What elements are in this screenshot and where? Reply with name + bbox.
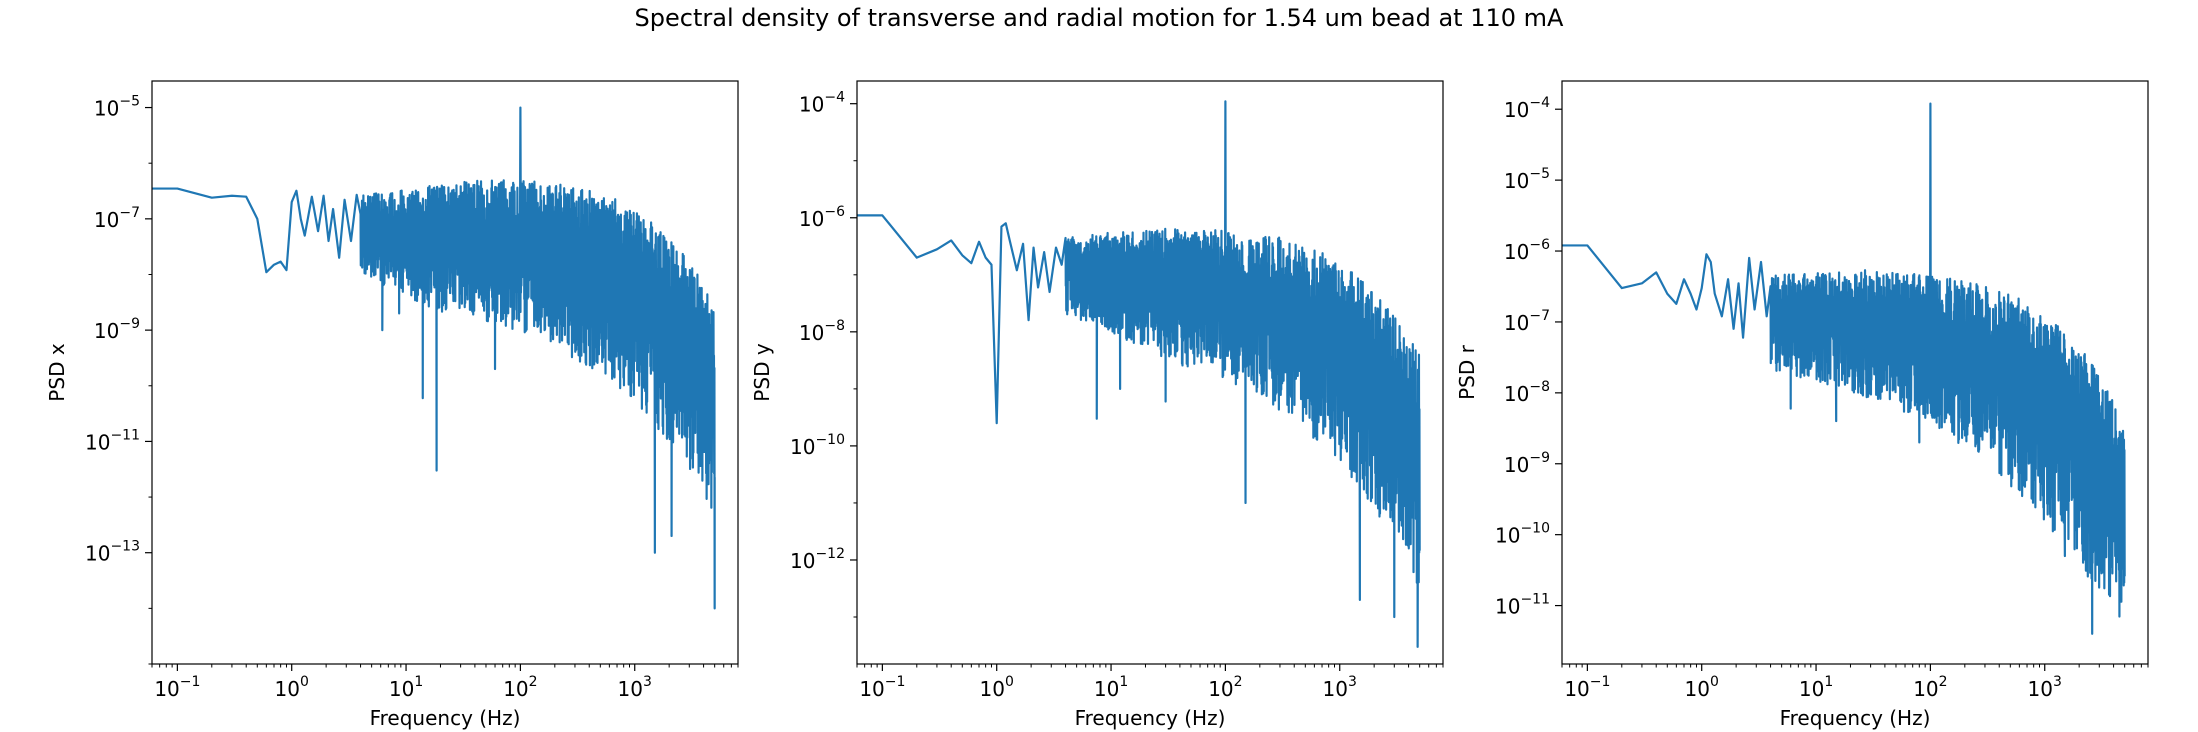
psd-line-y	[857, 100, 1421, 648]
x-tick-label: 101	[1799, 674, 1833, 701]
x-tick-label: 103	[618, 674, 652, 701]
y-tick-label: 10−6	[1504, 237, 1550, 264]
y-tick-label: 10−4	[1504, 95, 1550, 122]
y-tick-label: 10−7	[1504, 308, 1550, 335]
y-tick-label: 10−10	[790, 432, 845, 459]
x-axis-label: Frequency (Hz)	[1075, 706, 1226, 730]
subplot-psd-r: 10−1 100 101 102 103 10−4 10−5 10−6 10−7 10−8 10−9…	[1455, 80, 2149, 730]
psd-line-r	[1562, 102, 2126, 635]
y-tick-label: 10−5	[1504, 166, 1550, 193]
x-axis-label: Frequency (Hz)	[370, 706, 521, 730]
x-tick-label: 100	[275, 674, 309, 701]
y-tick-label: 10−9	[1504, 450, 1550, 477]
x-tick-label: 102	[1913, 674, 1947, 701]
y-tick-label: 10−4	[799, 90, 845, 117]
y-tick-label: 10−8	[799, 318, 845, 345]
x-tick-label: 100	[1685, 674, 1719, 701]
y-axis-label: PSD x	[45, 343, 69, 402]
axes-frame	[1561, 80, 2149, 665]
psd-line-x	[152, 106, 716, 610]
x-tick-label: 100	[980, 674, 1014, 701]
y-tick-label: 10−5	[94, 94, 140, 121]
axes-frame	[151, 80, 739, 665]
y-tick-label: 10−10	[1495, 521, 1550, 548]
x-tick-label: 10−1	[859, 674, 905, 701]
y-tick-label: 10−13	[85, 539, 140, 566]
y-tick-label: 10−12	[790, 546, 845, 573]
x-tick-label: 102	[503, 674, 537, 701]
y-tick-label: 10−9	[94, 316, 140, 343]
y-tick-label: 10−7	[94, 205, 140, 232]
y-tick-label: 10−11	[85, 427, 140, 454]
y-axis-label: PSD r	[1455, 344, 1479, 400]
x-tick-label: 101	[1094, 674, 1128, 701]
figure-title: Spectral density of transverse and radia…	[635, 4, 1565, 32]
subplot-psd-x: 10−1 100 101 102 103 10−5 10−7 10−9 10−11 10−13 Fr…	[45, 80, 739, 730]
axes-frame	[856, 80, 1444, 665]
x-tick-label: 103	[2028, 674, 2062, 701]
y-tick-label: 10−6	[799, 204, 845, 231]
y-axis-label: PSD y	[750, 343, 774, 402]
x-tick-label: 102	[1208, 674, 1242, 701]
x-tick-label: 10−1	[1564, 674, 1610, 701]
x-tick-label: 103	[1323, 674, 1357, 701]
x-tick-label: 101	[389, 674, 423, 701]
y-tick-label: 10−8	[1504, 379, 1550, 406]
subplot-psd-y: 10−1 100 101 102 103 10−4 10−6 10−8 10−10 10−12 Fr…	[750, 80, 1444, 730]
x-axis-label: Frequency (Hz)	[1780, 706, 1931, 730]
y-tick-label: 10−11	[1495, 592, 1550, 619]
x-tick-label: 10−1	[154, 674, 200, 701]
